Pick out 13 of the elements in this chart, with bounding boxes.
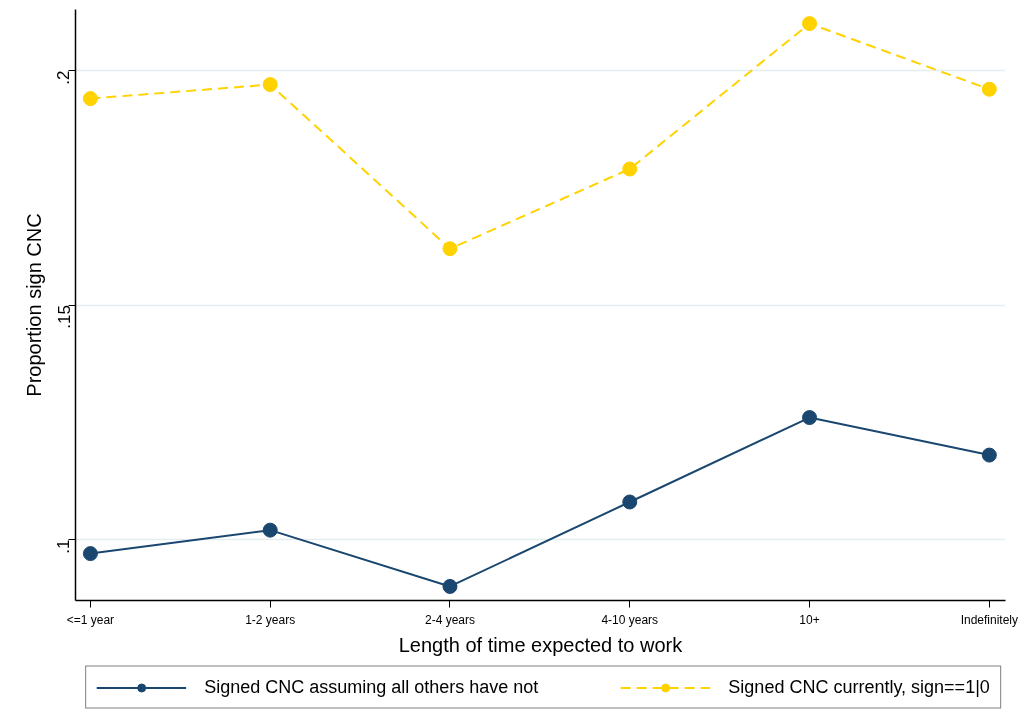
- y-tick-label: .2: [54, 70, 74, 85]
- y-axis-title: Proportion sign CNC: [22, 213, 45, 397]
- x-tick-label: <=1 year: [66, 612, 115, 627]
- x-tick-label: 2-4 years: [424, 612, 475, 627]
- x-axis-title: Length of time expected to work: [398, 633, 684, 656]
- y-tick-label: .15: [54, 304, 74, 329]
- x-tick-label: Indefinitely: [960, 612, 1019, 627]
- x-tick-label: 4-10 years: [601, 612, 659, 627]
- legend-label: Signed CNC currently, sign==1|0: [728, 676, 990, 698]
- x-tick-label: 1-2 years: [245, 612, 296, 627]
- x-tick-label: 10+: [799, 612, 820, 627]
- legend-label: Signed CNC assuming all others have not: [204, 676, 539, 698]
- y-tick-label: .1: [54, 539, 74, 554]
